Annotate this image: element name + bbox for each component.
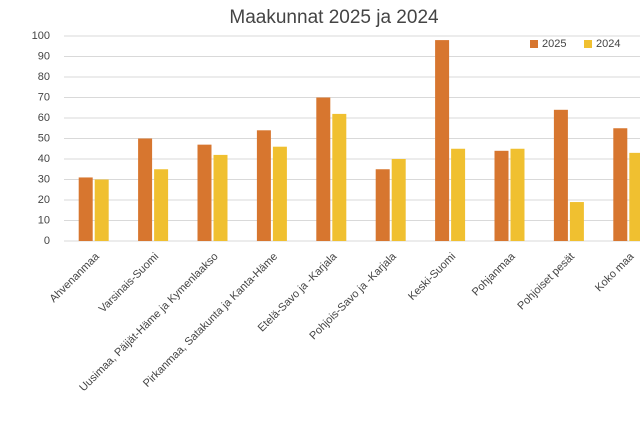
y-tick-label: 100	[32, 30, 50, 42]
x-tick-label: Koko maa	[593, 250, 637, 294]
x-tick-label: Pohjoiset pesät	[515, 251, 577, 313]
bar	[332, 113, 347, 241]
bar	[629, 152, 640, 241]
y-tick-label: 40	[38, 153, 50, 165]
bar	[138, 138, 153, 241]
bar	[435, 40, 450, 241]
bar	[197, 144, 212, 241]
bar	[494, 150, 509, 241]
bar	[316, 97, 331, 241]
y-tick-label: 30	[38, 173, 50, 185]
y-tick-label: 0	[44, 235, 50, 247]
bar	[256, 130, 271, 241]
y-tick-label: 60	[38, 112, 50, 124]
bar	[154, 169, 169, 241]
bar	[213, 154, 228, 241]
y-tick-label: 50	[38, 132, 50, 144]
bar	[613, 128, 628, 241]
bar	[78, 177, 93, 241]
bar	[375, 169, 390, 241]
x-tick-label: Varsinais-Suomi	[97, 251, 162, 316]
chart-title: Maakunnat 2025 ja 2024	[229, 7, 439, 28]
legend-swatch	[584, 40, 592, 48]
x-tick-label: Ahvenanmaa	[48, 250, 103, 305]
bar	[391, 159, 406, 241]
bar	[451, 148, 466, 241]
bar	[569, 202, 584, 241]
y-tick-label: 80	[38, 71, 50, 83]
y-tick-label: 70	[38, 91, 50, 103]
x-tick-label: Pirkanmaa, Satakunta ja Kanta-Häme	[141, 251, 280, 390]
bar	[553, 109, 568, 241]
x-tick-label: Pohjanmaa	[470, 250, 518, 298]
bar	[272, 146, 287, 241]
bar	[510, 148, 525, 241]
y-tick-label: 90	[38, 50, 50, 62]
y-tick-label: 20	[38, 194, 50, 206]
legend-label: 2025	[542, 38, 566, 50]
y-tick-label: 10	[38, 214, 50, 226]
legend-label: 2024	[596, 38, 620, 50]
legend-swatch	[530, 40, 538, 48]
x-tick-label: Keski-Suomi	[406, 251, 458, 303]
bar	[94, 179, 109, 241]
